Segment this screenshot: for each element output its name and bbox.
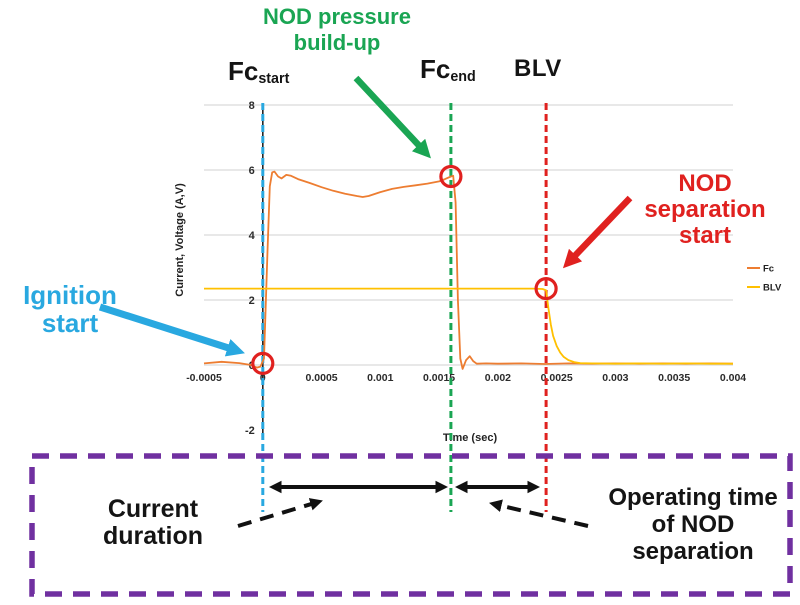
y-tick-label: 2 (249, 295, 255, 307)
blv-curve (204, 287, 733, 365)
y-tick-label: 4 (249, 230, 256, 242)
operating-time-pointer-arrow (489, 499, 589, 528)
nod-separation-arrow (562, 195, 633, 269)
legend-label-blv: BLV (763, 283, 782, 294)
ignition-start-label: Ignition start (23, 280, 117, 338)
fc-curve (203, 170, 734, 370)
x-tick-label: 0.002 (485, 372, 511, 384)
fc-start-label: Fcstart (228, 56, 290, 87)
nod-pressure-buildup-label: NOD pressure build-up (263, 4, 411, 55)
x-tick-label: -0.0005 (186, 372, 222, 384)
fc-end-label: Fcend (420, 54, 476, 85)
x-tick-label: 0.001 (367, 372, 393, 384)
current-duration-pointer-arrow (237, 498, 323, 528)
annotation-layer (29, 75, 793, 597)
chart-layer: 86420-2-0.000500.00050.0010.00150.0020.0… (186, 100, 782, 512)
x-tick-label: 0.0035 (658, 372, 690, 384)
current-duration-label: Current duration (103, 495, 203, 550)
x-tick-label: 0.003 (602, 372, 628, 384)
y-tick-label: 6 (249, 165, 255, 177)
y-tick-label: 8 (249, 100, 255, 112)
x-tick-label: 0.004 (720, 372, 746, 384)
legend-label-fc: Fc (763, 264, 774, 275)
y-axis-title: Current, Voltage (A,V) (174, 183, 186, 297)
blv-label: BLV (514, 55, 562, 82)
x-tick-label: 0.0005 (306, 372, 338, 384)
timing-box-border (29, 453, 793, 597)
y-tick-label: -2 (245, 425, 255, 437)
x-axis-title: Time (sec) (443, 432, 498, 444)
x-tick-label: 0.0015 (423, 372, 455, 384)
operating-time-label: Operating time of NOD separation (608, 484, 778, 565)
x-tick-label: 0.0025 (541, 372, 573, 384)
nod-separation-start-label: NOD separation start (644, 170, 766, 249)
nod-pressure-arrow (353, 75, 431, 159)
separation-start-marker (534, 277, 558, 301)
ignition-start-marker (251, 351, 275, 375)
ignition-start-arrow (98, 303, 245, 357)
pressure-peak-marker (439, 164, 463, 189)
